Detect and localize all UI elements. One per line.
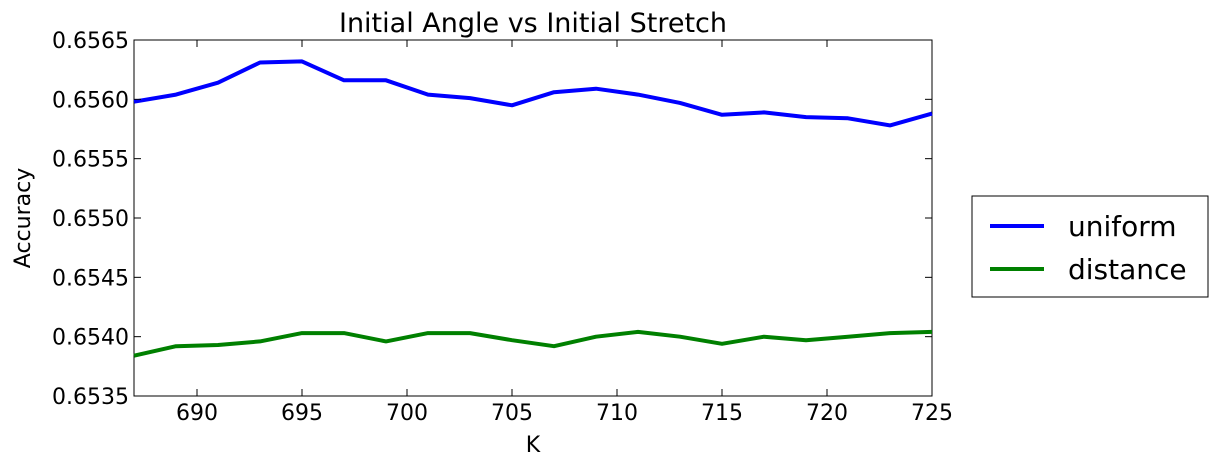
x-tick-label: 720 bbox=[806, 401, 848, 426]
chart-title: Initial Angle vs Initial Stretch bbox=[339, 8, 727, 39]
y-axis-label: Accuracy bbox=[11, 168, 36, 268]
series-layer bbox=[133, 59, 933, 358]
y-tick-label: 0.6540 bbox=[52, 326, 129, 351]
series-line-uniform bbox=[133, 59, 933, 128]
y-tick-label: 0.6565 bbox=[52, 29, 129, 54]
y-tick-label: 0.6535 bbox=[52, 385, 129, 410]
legend: uniform distance bbox=[971, 195, 1209, 298]
x-axis-label: K bbox=[526, 433, 541, 458]
y-tick-label: 0.6560 bbox=[52, 88, 129, 113]
legend-label-distance: distance bbox=[1068, 253, 1187, 286]
x-tick-label: 715 bbox=[701, 401, 743, 426]
y-tick-label: 0.6555 bbox=[52, 148, 129, 173]
x-tick-label: 710 bbox=[596, 401, 638, 426]
series-line-distance bbox=[133, 329, 933, 358]
legend-frame bbox=[971, 195, 1209, 298]
x-tick-label: 725 bbox=[911, 401, 953, 426]
y-tick-label: 0.6550 bbox=[52, 207, 129, 232]
x-tick-label: 705 bbox=[491, 401, 533, 426]
tick-layer: 690 695 700 705 710 715 720 725 0.6535 0.6540 0.65… bbox=[52, 29, 953, 426]
y-tick-label: 0.6545 bbox=[52, 266, 129, 291]
x-tick-label: 695 bbox=[281, 401, 323, 426]
x-tick-label: 690 bbox=[176, 401, 218, 426]
x-tick-label: 700 bbox=[386, 401, 428, 426]
plot-area: 690 695 700 705 710 715 720 725 0.6535 0.6540 0.65… bbox=[52, 29, 953, 426]
legend-label-uniform: uniform bbox=[1068, 210, 1177, 243]
